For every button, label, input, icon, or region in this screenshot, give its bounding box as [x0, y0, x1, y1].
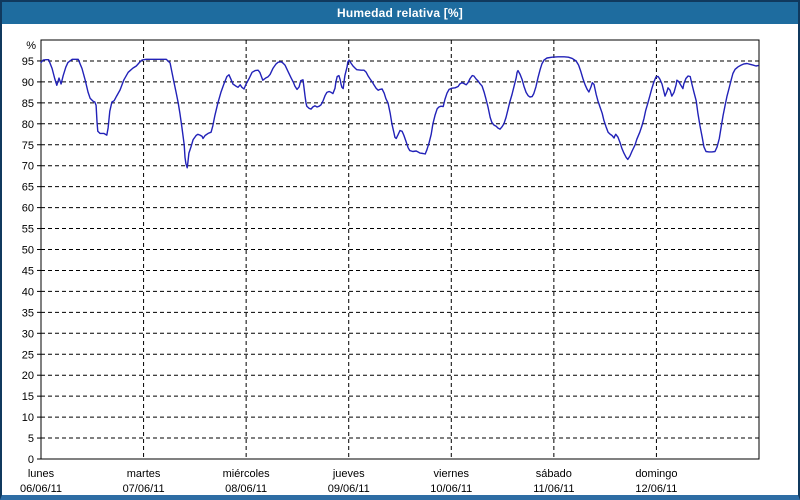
y-axis-label: 10 [22, 412, 34, 424]
y-axis-label: 35 [22, 307, 34, 319]
y-axis-label: 45 [22, 265, 34, 277]
x-axis-day-label: lunes [28, 468, 55, 480]
y-axis-label: 20 [22, 370, 34, 382]
y-axis-label: 70 [22, 161, 34, 173]
y-axis-label: 85 [22, 98, 34, 110]
x-axis-date-label: 10/06/11 [430, 483, 472, 495]
y-axis-label: 40 [22, 286, 34, 298]
y-axis-label: 5 [28, 433, 34, 445]
x-axis-date-label: 07/06/11 [123, 483, 165, 495]
y-axis-label: 65 [22, 182, 34, 194]
x-axis-day-label: viernes [434, 468, 470, 480]
y-axis-label: 50 [22, 245, 34, 257]
x-axis-day-label: sábado [536, 468, 572, 480]
x-axis-date-label: 11/06/11 [533, 483, 574, 495]
x-axis-date-label: 09/06/11 [328, 483, 370, 495]
humidity-chart-canvas: 0 5 10 15 20 25 30 35 40 45 50 55 60 65 70 75 80 85 90 95% l… [20, 39, 760, 495]
y-axis-label: 80 [22, 119, 34, 131]
y-axis-label: 0 [28, 454, 34, 466]
y-axis-label: 90 [22, 77, 34, 89]
plot-border [40, 39, 760, 460]
y-axis-unit-label: % [26, 40, 36, 52]
y-axis-label: 30 [22, 328, 34, 340]
humidity-line [40, 56, 759, 169]
y-axis-label: 25 [22, 349, 34, 361]
y-axis-label: 75 [22, 140, 34, 152]
x-axis-day-label: jueves [332, 468, 365, 480]
x-axis-date-label: 06/06/11 [20, 483, 62, 495]
title-bar: Humedad relativa [%] [2, 2, 798, 24]
y-axis-label: 95 [22, 56, 34, 68]
x-axis-day-label: martes [127, 468, 161, 480]
chart-title: Humedad relativa [%] [336, 6, 464, 20]
y-axis-label: 60 [22, 203, 34, 215]
x-axis-day-label: miércoles [223, 468, 271, 480]
chart-area: 0 5 10 15 20 25 30 35 40 45 50 55 60 65 70 75 80 85 90 95% l… [2, 24, 798, 495]
x-axis-date-label: 08/06/11 [225, 483, 267, 495]
y-axis-label: 55 [22, 224, 34, 236]
x-axis-date-label: 12/06/11 [635, 483, 677, 495]
y-axis-label: 15 [22, 391, 34, 403]
x-axis-day-label: domingo [635, 468, 677, 480]
